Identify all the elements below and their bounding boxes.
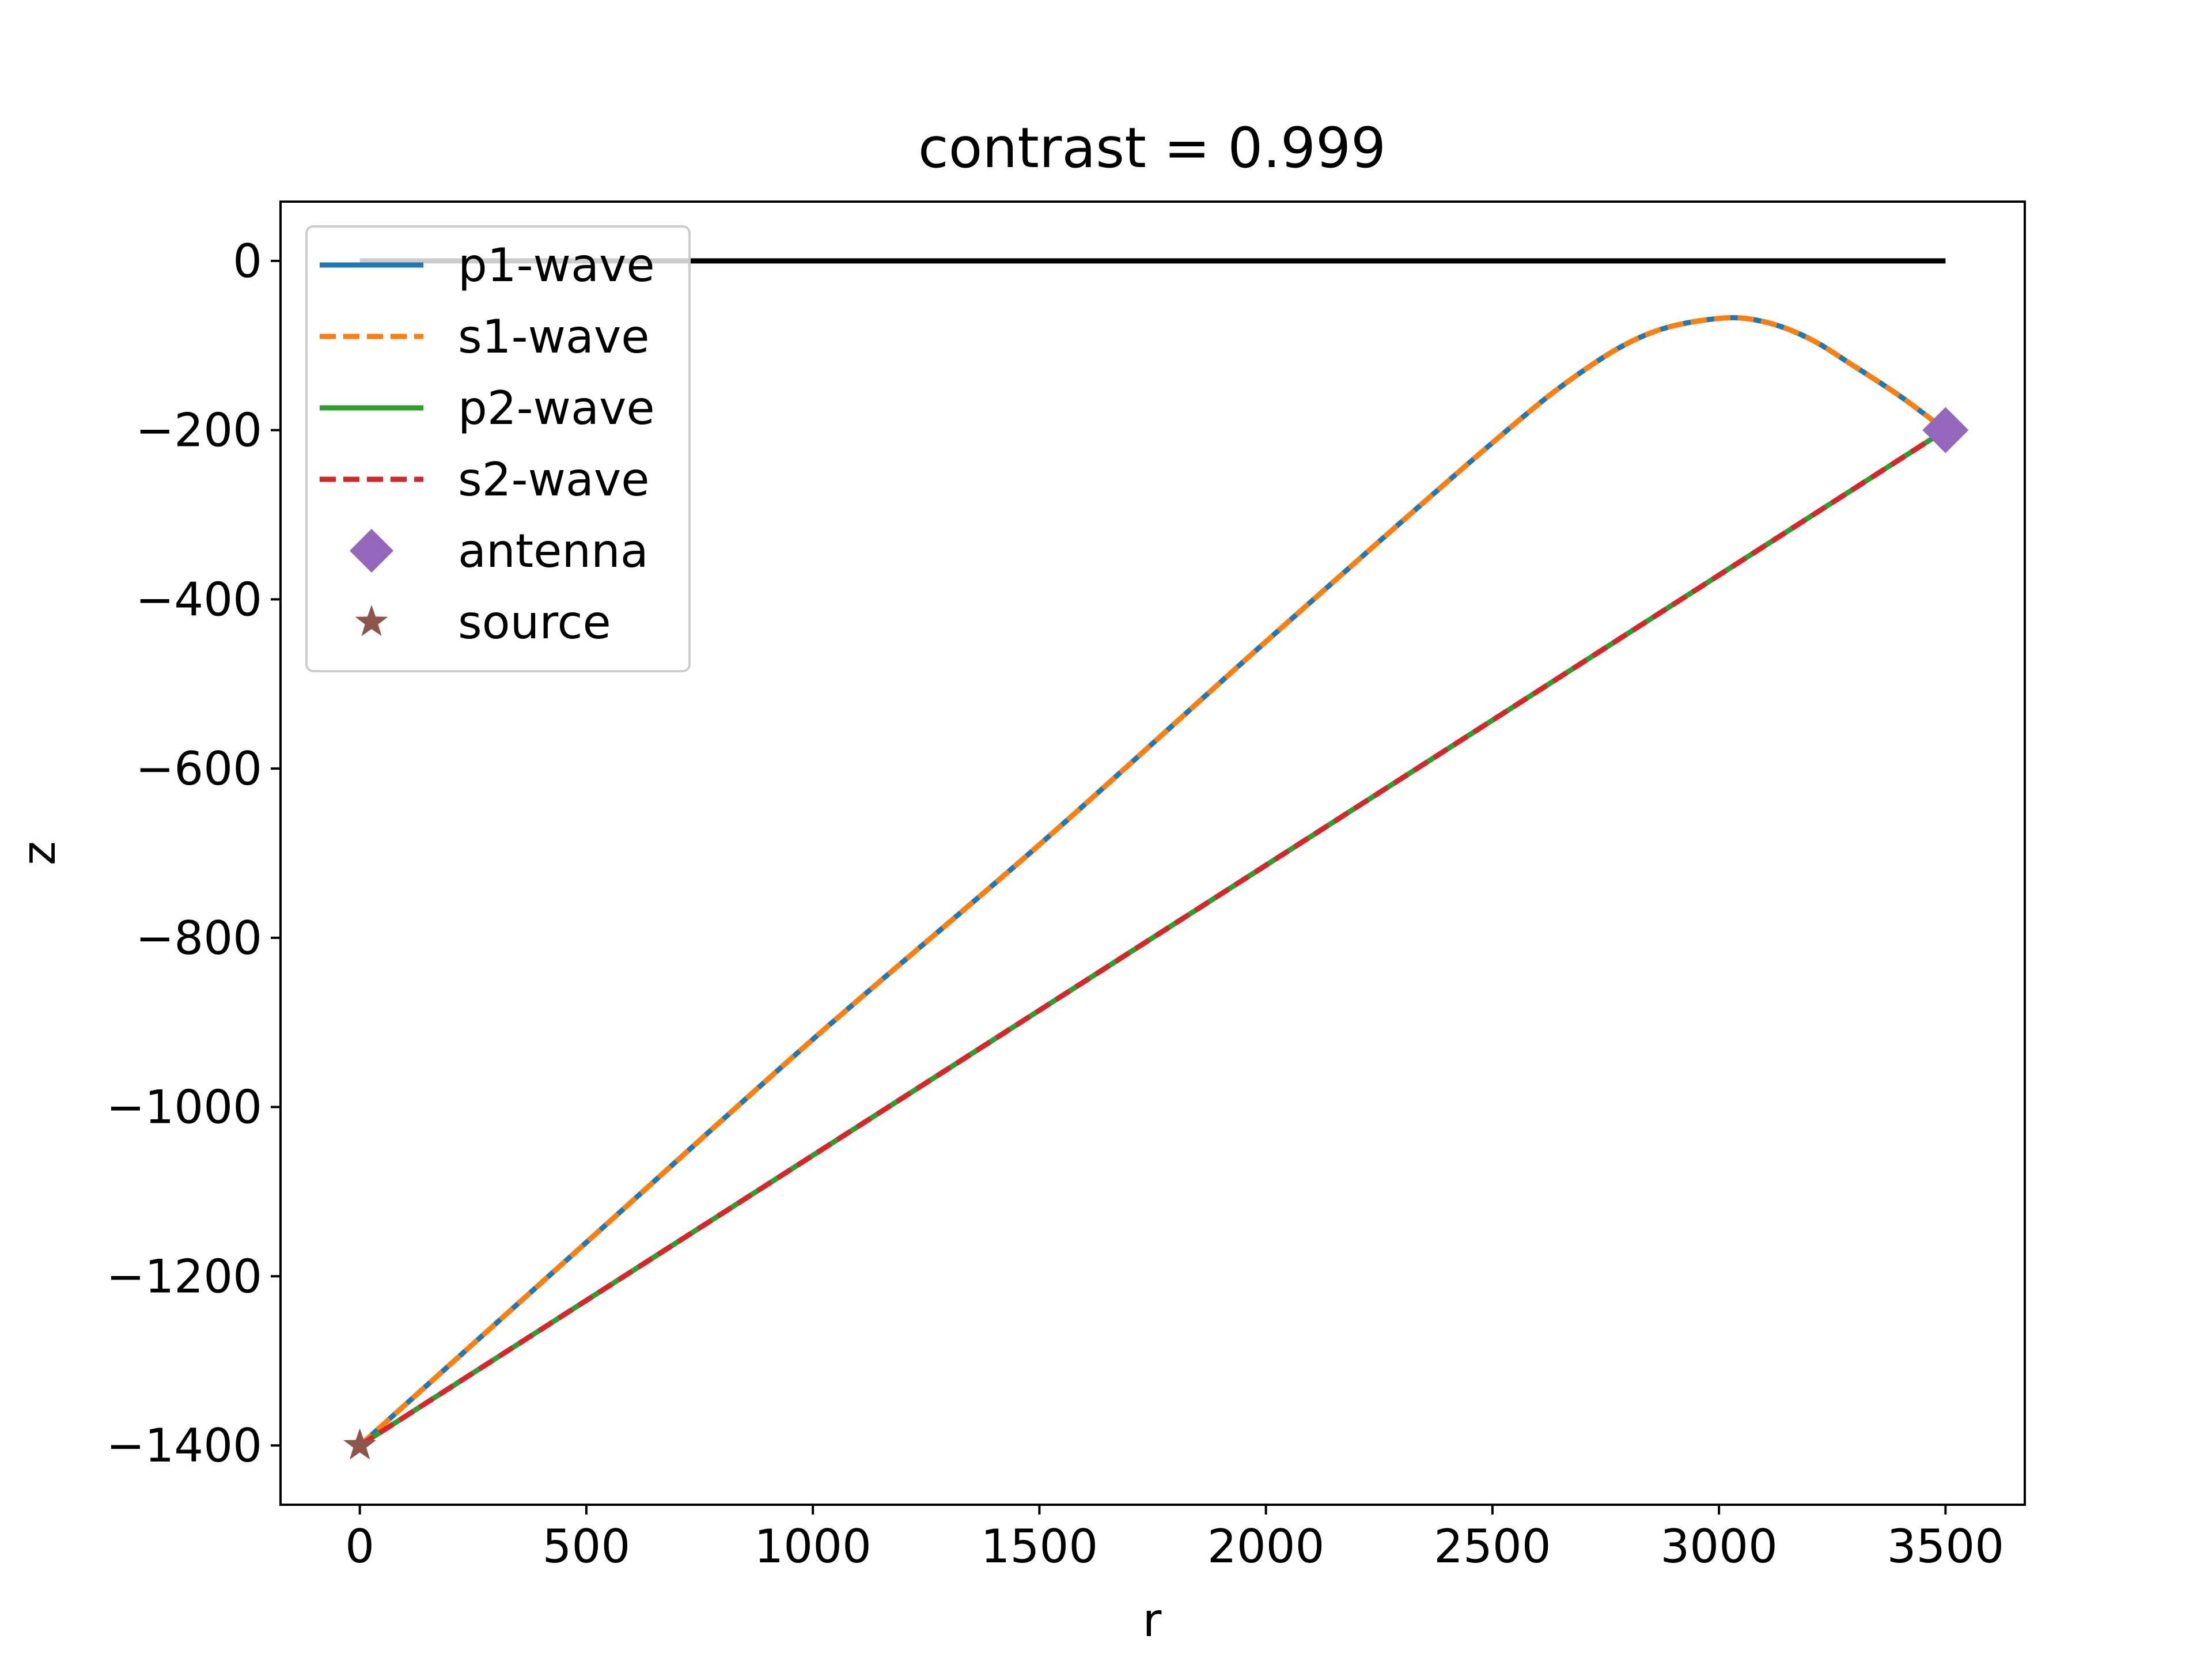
antenna-marker	[1922, 407, 1969, 453]
legend-label: p2-wave	[458, 381, 655, 435]
plot-frame	[279, 200, 2026, 1506]
legend-item-p2-wave: p2-wave	[320, 381, 655, 435]
y-tick-label: −1000	[106, 1081, 262, 1134]
x-tick-label: 2000	[1207, 1520, 1325, 1573]
y-tick-label: −600	[135, 742, 262, 796]
x-tick-label: 500	[543, 1520, 631, 1573]
x-tick-label: 2500	[1434, 1520, 1551, 1573]
x-tick-label: 1000	[754, 1520, 872, 1573]
chart-title: contrast = 0.999	[918, 116, 1386, 180]
source-marker	[343, 1428, 377, 1460]
y-tick-label: −1400	[106, 1419, 262, 1472]
y-axis-ticks: 0 −200 −400 −600 −800 −1000 −1200 −1400	[106, 234, 281, 1472]
legend-swatch	[350, 529, 393, 573]
legend-item-antenna: antenna	[350, 524, 649, 578]
legend: p1-wave s1-wave p2-wave s2-wave antenna sourc…	[305, 225, 691, 672]
legend-label: antenna	[458, 524, 649, 578]
x-axis-ticks: 0 500 1000 1500 2000 2500 3000 3500	[345, 1505, 2004, 1573]
legend-item-s2-wave: s2-wave	[320, 453, 649, 506]
legend-item-p1-wave: p1-wave	[320, 238, 655, 292]
legend-item-s1-wave: s1-wave	[320, 310, 649, 364]
legend-label: s2-wave	[458, 453, 649, 506]
y-tick-label: −1200	[106, 1250, 262, 1303]
x-tick-label: 3500	[1887, 1520, 2005, 1573]
legend-item-source: source	[355, 596, 611, 649]
x-axis-label: r	[1143, 1593, 1162, 1647]
y-tick-label: −200	[135, 404, 262, 457]
y-axis-label: z	[12, 841, 66, 865]
legend-label: s1-wave	[458, 310, 649, 364]
x-tick-label: 0	[345, 1520, 374, 1573]
s2-wave-line	[358, 427, 1947, 1448]
s1-wave-line	[358, 315, 1948, 1448]
legend-label: source	[458, 596, 611, 649]
y-tick-label: 0	[233, 234, 262, 288]
legend-swatch	[355, 605, 388, 637]
legend-label: p1-wave	[458, 238, 655, 292]
y-tick-label: −800	[135, 911, 262, 965]
x-tick-label: 1500	[981, 1520, 1099, 1573]
y-tick-label: −400	[135, 573, 262, 626]
x-tick-label: 3000	[1660, 1520, 1778, 1573]
